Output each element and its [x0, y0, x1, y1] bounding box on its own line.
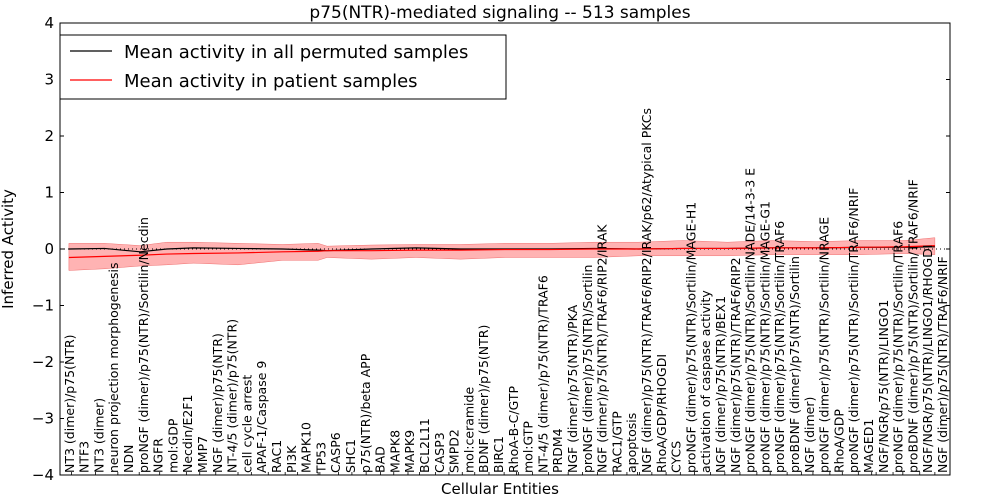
entity-label: BDNF (dimer)/p75(NTR)	[476, 325, 491, 473]
legend-label-patient: Mean activity in patient samples	[124, 71, 418, 92]
entity-label: proNGF (dimer)/p75(NTR)/Sortilin/MAGE-G1	[757, 201, 772, 473]
entity-label: p75(NTR)/beta APP	[358, 353, 373, 473]
entity-label: proNGF (dimer)/p75(NTR)/Sortilin/MAGE-H1	[683, 202, 698, 473]
entity-label: NT3 (dimer)	[91, 398, 106, 473]
entity-label: neuron projection morphogenesis	[106, 262, 121, 473]
entity-label: NGF (dimer)/p75(NTR)/PKA	[565, 304, 580, 473]
plot-frame	[59, 22, 951, 476]
entity-label: mol:GDP	[165, 418, 180, 473]
legend-label-permuted: Mean activity in all permuted samples	[124, 42, 468, 63]
entity-label: MAPK10	[299, 422, 314, 473]
entity-label: NT-4/5 (dimer)/p75(NTR)	[225, 319, 240, 473]
entity-label: CASP6	[328, 432, 343, 473]
entity-label: APAF-1/Caspase 9	[254, 361, 269, 473]
entity-label: PI3K	[284, 445, 299, 473]
entity-label: RAC1	[269, 440, 284, 473]
y-tick-label: −1	[32, 297, 54, 315]
entity-label: MAPK9	[402, 430, 417, 473]
entity-label: apoptosis	[624, 413, 639, 473]
y-tick-label: 3	[44, 71, 54, 89]
entity-label: mol:GTP	[521, 421, 536, 473]
entity-label: MAPK8	[387, 430, 402, 473]
entity-label: SHC1	[343, 439, 358, 473]
entity-label: proNGF (dimer)/p75(NTR)/Sortilin	[580, 265, 595, 473]
entity-label: NGF (dimer)/p75(NTR)	[210, 333, 225, 473]
entity-label: proNGF (dimer)/p75(NTR)/Sortilin/TRAF6	[772, 221, 787, 473]
entity-label: NGF/NGR/p75(NTR)/LINGO1/RHOGDI	[920, 245, 935, 473]
y-tick-label: 1	[44, 184, 54, 202]
entity-label: RhoA-B-C/GTP	[506, 386, 521, 473]
y-tick-label: −3	[32, 410, 54, 428]
entity-label: proNGF (dimer)/p75(NTR)/Sortilin/TRAF6	[891, 221, 906, 473]
entity-label: NTF3	[77, 441, 92, 473]
entity-label: NGF (dimer)/p75(NTR)/TRAF6/RIP2/IRAK/p62…	[639, 108, 654, 473]
entity-label: activation of caspase activity	[698, 290, 713, 473]
entity-label: mol:ceramide	[461, 387, 476, 473]
entity-label: MAGED1	[861, 419, 876, 473]
entity-label: TP53	[313, 442, 328, 474]
entity-label: RhoA/GDP	[831, 409, 846, 473]
entity-label: cell cycle arrest	[239, 375, 254, 473]
entity-label: CYCS	[669, 441, 684, 473]
legend-box	[59, 34, 507, 100]
entity-label: BCL2L11	[417, 418, 432, 473]
entity-label: NGF (dimer)/p75(NTR)/TRAF6/RIP2/IRAK	[595, 224, 610, 473]
entity-label: NT3 (dimer)/p75(NTR)	[62, 334, 77, 473]
entity-label: NGF (dimer)/p75(NTR)/TRAF6/RIP2	[728, 257, 743, 473]
y-tick-label: 0	[44, 240, 54, 258]
entity-label: NT-4/5 (dimer)/p75(NTR)/TRAF6	[535, 275, 550, 473]
legend: Mean activity in all permuted samples Me…	[59, 34, 507, 100]
entity-label: SMPD2	[447, 429, 462, 473]
entity-label: BIRC1	[491, 436, 506, 473]
entity-label: NGF (dimer)	[802, 397, 817, 473]
entity-label: proBDNF (dimer)/p75(NTR)/Sortilin	[787, 256, 802, 473]
y-tick-label: 4	[44, 14, 54, 32]
entity-label: BAD	[373, 446, 388, 473]
entity-label: Necdin/E2F1	[180, 395, 195, 473]
entity-label: CASP3	[432, 432, 447, 473]
entity-label: proNGF (dimer)/p75(NTR)/Sortilin/NADE/14…	[743, 168, 758, 473]
entity-label: NDN	[121, 445, 136, 473]
entity-label: NGF/NGR/p75(NTR)/LINGO1	[876, 300, 891, 473]
entity-label: NGF (dimer)/p75(NTR)/BEX1	[713, 296, 728, 473]
entity-label: RAC1/GTP	[609, 411, 624, 473]
y-axis-label: Inferred Activity	[0, 189, 17, 309]
y-tick-label: −4	[32, 466, 54, 484]
entity-label: proNGF (dimer)/p75(NTR)/Sortilin/Necdin	[136, 217, 151, 473]
entity-label: MMP7	[195, 436, 210, 473]
entity-label: proNGF (dimer)/p75(NTR)/Sortilin/NRAGE	[817, 217, 832, 473]
entity-label: proNGF (dimer)/p75(NTR)/Sortilin/TRAF6/N…	[846, 188, 861, 473]
entity-label: proBDNF (dimer)/p75(NTR)/Sortilin/TRAF6/…	[905, 179, 920, 473]
y-tick-label: −2	[32, 353, 54, 371]
patient-confidence-band	[68, 237, 936, 271]
entity-label: RhoA/GDP/RHOGDI	[654, 354, 669, 473]
entity-label: NGF (dimer)/p75(NTR)/TRAF6/NRIF	[935, 256, 950, 473]
entity-label: PRDM4	[550, 428, 565, 473]
patient-mean-line	[68, 245, 935, 259]
y-tick-label: 2	[44, 127, 54, 145]
chart-title: p75(NTR)-mediated signaling -- 513 sampl…	[309, 3, 690, 23]
x-axis-label: Cellular Entities	[441, 480, 559, 498]
entity-label: NGFR	[151, 438, 166, 473]
